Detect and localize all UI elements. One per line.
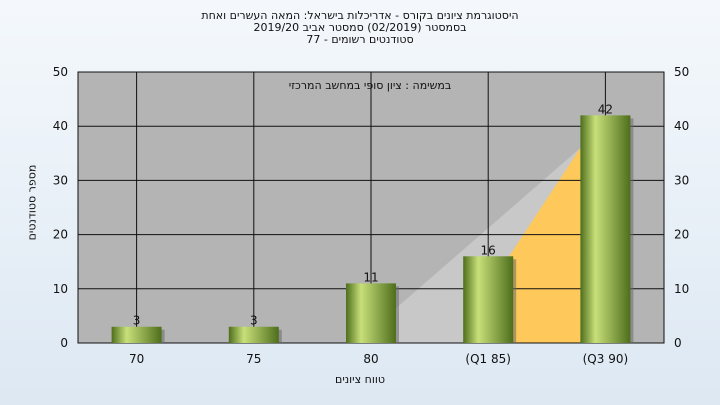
data-label-4: 42	[598, 102, 613, 116]
data-label-3: 16	[481, 243, 496, 257]
x-axis-label: טווח ציונים	[335, 373, 385, 386]
bar-4	[580, 115, 631, 343]
plot-annotation: במשימה : ציון סופי במחשב המרכזי	[289, 79, 452, 92]
y-tick-right-1: 10	[674, 282, 689, 296]
y-tick-right-4: 40	[674, 119, 689, 133]
y-axis-label: מספר סטודנטים	[25, 164, 39, 241]
x-tick-2: 80	[363, 352, 378, 366]
y-tick-left-3: 30	[53, 173, 68, 187]
x-tick-1: 75	[246, 352, 261, 366]
chart-title-line-2: בסמסטר (02/2019) סמסטר אביב 2019/20	[253, 21, 467, 34]
cumulative-area	[509, 147, 581, 343]
bar-0	[111, 326, 162, 343]
y-tick-right-5: 50	[674, 65, 689, 79]
data-label-0: 3	[133, 314, 141, 328]
chart-title-line-3: סטודנטים רשומים - 77	[306, 33, 414, 46]
data-label-1: 3	[250, 314, 258, 328]
bar-2	[346, 283, 396, 343]
bar-1	[228, 326, 279, 343]
y-tick-left-2: 20	[53, 228, 68, 242]
x-tick-3: (Q1 85)	[465, 352, 511, 366]
y-tick-right-0: 0	[674, 336, 682, 350]
bar-3	[463, 256, 514, 343]
y-tick-right-3: 30	[674, 173, 689, 187]
y-tick-left-4: 40	[53, 119, 68, 133]
chart-title: היסטוגרמת ציונים בקורס - אדריכלות בישראל…	[0, 10, 720, 46]
data-label-2: 11	[363, 270, 378, 284]
y-tick-left-1: 10	[53, 282, 68, 296]
x-tick-0: 70	[129, 352, 144, 366]
chart-title-line-1: היסטוגרמת ציונים בקורס - אדריכלות בישראל…	[201, 9, 519, 22]
y-tick-right-2: 20	[674, 228, 689, 242]
y-tick-left-5: 50	[53, 65, 68, 79]
x-tick-4: (Q3 90)	[583, 352, 629, 366]
y-tick-left-0: 0	[60, 336, 68, 350]
